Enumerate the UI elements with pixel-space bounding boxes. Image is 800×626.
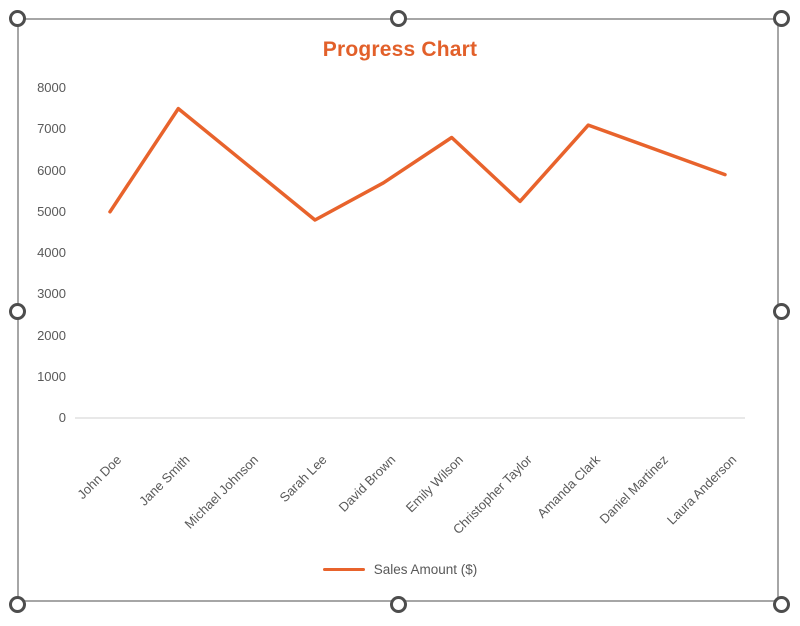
x-axis: John Doe Jane Smith Michael Johnson Sarah L… [0,452,800,552]
sales-series-line[interactable] [108,106,727,222]
selection-handle-bottom-center-icon[interactable] [390,596,407,613]
x-axis-category-label: Sarah Lee [276,452,330,506]
y-axis-tick-label: 4000 [37,245,66,260]
x-axis-category-label: Emily Wilson [403,452,467,516]
legend-line-swatch-icon [322,568,365,571]
x-axis-category-label: Daniel Martinez [596,452,672,527]
y-axis-tick-label: 3000 [37,286,66,302]
x-axis-category-label: Laura Anderson [664,452,740,528]
x-axis-category-label: Jane Smith [136,452,193,509]
y-axis: 0 1000 2000 3000 4000 5000 6000 7000 8000 [0,0,66,626]
chart-title[interactable]: Progress Chart [322,38,478,61]
x-axis-category-label: Amanda Clark [534,452,603,521]
legend-series-label: Sales Amount ($) [373,562,478,577]
legend[interactable]: Sales Amount ($) [0,562,800,577]
selection-handle-top-right-icon[interactable] [773,10,790,27]
y-axis-tick-label: 6000 [37,162,66,178]
selection-handle-top-left-icon[interactable] [9,10,26,27]
selection-handle-bottom-right-icon[interactable] [773,596,790,613]
y-axis-tick-label: 8000 [37,80,66,95]
x-axis-category-label: John Doe [74,452,125,502]
selection-handle-top-center-icon[interactable] [390,10,407,27]
y-axis-tick-label: 5000 [37,203,66,219]
y-axis-tick-label: 1000 [37,368,66,384]
selection-handle-middle-left-icon[interactable] [9,303,26,320]
y-axis-tick-label: 0 [58,410,66,425]
selection-handle-middle-right-icon[interactable] [773,303,790,320]
y-axis-tick-label: 2000 [37,327,66,343]
x-axis-category-label: Michael Johnson [181,452,262,532]
x-axis-category-label: David Brown [335,452,398,515]
selection-handle-bottom-left-icon[interactable] [9,596,26,613]
y-axis-tick-label: 7000 [37,121,66,137]
